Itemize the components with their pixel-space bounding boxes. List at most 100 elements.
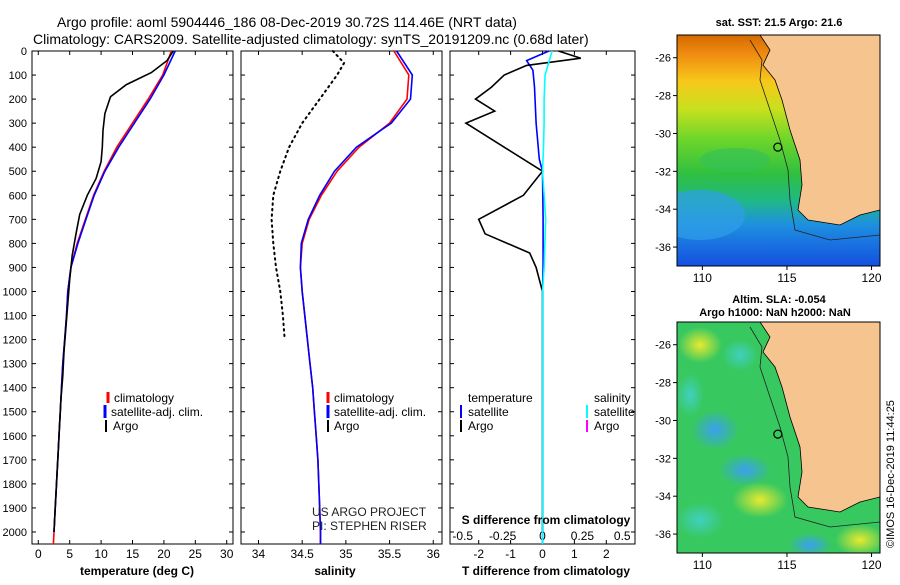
credit-line-1: US ARGO PROJECT bbox=[312, 505, 427, 519]
temperature-x-tick-label: 30 bbox=[220, 547, 234, 561]
temperature-series-climatology bbox=[52, 50, 173, 545]
sla-low-blob-2 bbox=[691, 410, 739, 450]
depth-tick-label: 800 bbox=[9, 238, 27, 250]
temperature-legend: climatology satellite-adj. clim. Argo bbox=[103, 391, 203, 433]
salinity-x-tick-label: 35 bbox=[339, 547, 353, 561]
difference-series-t-argo bbox=[464, 50, 582, 532]
depth-tick-label: 0 bbox=[21, 46, 27, 58]
diff-legend-temperature-title: temperature bbox=[468, 391, 533, 405]
sst-isobath bbox=[749, 39, 880, 241]
sla-low-blob-3 bbox=[677, 373, 704, 417]
temperature-x-tick-label: 5 bbox=[66, 547, 73, 561]
sla-map-title: Altim. SLA: -0.054 bbox=[732, 294, 826, 306]
sla_map-y-tick-label: -32 bbox=[655, 453, 671, 465]
sst_map-x-tick-label: 120 bbox=[862, 271, 882, 285]
depth-tick-label: 2000 bbox=[3, 527, 27, 539]
sla_map-x-tick-label: 120 bbox=[862, 558, 882, 572]
difference-legend: temperature satellite Argo salinity sate… bbox=[460, 391, 635, 433]
sal-legend-climatology-label: climatology bbox=[334, 391, 394, 405]
sst_map-y-tick-label: -32 bbox=[655, 166, 671, 178]
sla-map-frame bbox=[676, 321, 881, 554]
difference-x-tick-label: -2 bbox=[473, 547, 484, 561]
salinity-panel-frame bbox=[240, 50, 443, 545]
difference-x-tick-label: -1 bbox=[505, 547, 516, 561]
sla_map-y-tick-label: -26 bbox=[655, 340, 671, 352]
sla_map-y-tick-label: -36 bbox=[655, 529, 671, 541]
salinity-x-tick-label: 34.5 bbox=[290, 547, 314, 561]
difference-xlabel: T difference from climatology bbox=[462, 564, 630, 578]
profile-series bbox=[52, 50, 582, 545]
sla-profile-marker bbox=[773, 429, 783, 439]
diff-legend-s-argo-label: Argo bbox=[594, 419, 620, 433]
depth-tick-label: 100 bbox=[9, 70, 27, 82]
sla_map-x-tick-label: 115 bbox=[777, 558, 796, 572]
temperature-x-tick-label: 10 bbox=[94, 547, 108, 561]
difference-x-tick-label: 0 bbox=[539, 547, 546, 561]
depth-tick-label: 200 bbox=[9, 94, 27, 106]
temperature-x-tick-label: 0 bbox=[35, 547, 42, 561]
salinity-x-tick-label: 35.5 bbox=[378, 547, 402, 561]
difference-x-tick-label: 2 bbox=[603, 547, 610, 561]
depth-tick-label: 600 bbox=[9, 190, 27, 202]
sst-profile-marker bbox=[773, 142, 783, 152]
sst_map-y-tick-label: -34 bbox=[655, 204, 671, 216]
depth-tick-label: 1500 bbox=[3, 407, 27, 419]
depth-tick-label: 1100 bbox=[3, 311, 27, 323]
sst_map-y-tick-label: -30 bbox=[655, 128, 671, 140]
temperature-series-satellite-adj-clim- bbox=[53, 50, 176, 533]
temperature-x-tick-label: 15 bbox=[126, 547, 140, 561]
temperature-x-tick-label: 20 bbox=[157, 547, 171, 561]
salinity-series-climatology bbox=[299, 50, 410, 544]
diff-legend-salinity-title: salinity bbox=[594, 391, 631, 405]
depth-tick-label: 1200 bbox=[3, 335, 27, 347]
temperature-series-argo bbox=[53, 50, 174, 533]
sst-cool-patch bbox=[677, 190, 745, 240]
salinity-legend: climatology satellite-adj. clim. Argo bbox=[326, 391, 426, 433]
depth-tick-label: 500 bbox=[9, 166, 27, 178]
depth-tick-label: 1400 bbox=[3, 383, 27, 395]
difference-x2-tick-label: 0.25 bbox=[571, 529, 595, 543]
x-axes: 0 5 10 15 20 25 30 34 34.5 35 35.5 36 -2 -1 0 1 2 -0.5 -0.… bbox=[35, 51, 631, 561]
diff-legend-t-argo-label: Argo bbox=[468, 419, 494, 433]
sla-low-blob-6 bbox=[788, 533, 832, 553]
sla-low-blob-1 bbox=[722, 339, 758, 371]
temperature-x-tick-label: 25 bbox=[189, 547, 203, 561]
sla-low-blob-5 bbox=[677, 502, 724, 538]
sst_map-x-tick-label: 115 bbox=[777, 271, 796, 285]
sla-map-subtitle: Argo h1000: NaN h2000: NaN bbox=[699, 307, 851, 319]
sst-land-australia bbox=[759, 35, 880, 226]
difference-x-tick-label: 1 bbox=[571, 547, 578, 561]
sst_map-y-tick-label: -26 bbox=[655, 53, 671, 65]
difference-series-t-satellite bbox=[525, 50, 550, 544]
depth-tick-label: 700 bbox=[9, 214, 27, 226]
sla_map-y-tick-label: -28 bbox=[655, 378, 671, 390]
legend-satellite-label: satellite-adj. clim. bbox=[111, 405, 203, 419]
figure-title-line-1: Argo profile: aoml 5904446_186 08-Dec-20… bbox=[57, 14, 517, 30]
sst-map-title: sat. SST: 21.5 Argo: 21.6 bbox=[716, 17, 843, 29]
salinity-series-argo bbox=[270, 50, 346, 341]
depth-tick-label: 900 bbox=[9, 262, 27, 274]
imos-timestamp: ©IMOS 16-Dec-2019 11:44:25 bbox=[885, 400, 897, 548]
figure-title-line-2: Climatology: CARS2009. Satellite-adjuste… bbox=[33, 31, 589, 47]
sst-map bbox=[677, 35, 880, 266]
depth-tick-label: 300 bbox=[9, 118, 27, 130]
sla-high-blob-1 bbox=[678, 327, 722, 363]
depth-tick-label: 400 bbox=[9, 142, 27, 154]
credit-line-2: PI: STEPHEN RISER bbox=[312, 519, 427, 533]
sst_map-x-tick-label: 110 bbox=[693, 271, 712, 285]
difference-series-s-satellite bbox=[541, 50, 553, 544]
salinity-xlabel: salinity bbox=[314, 564, 356, 578]
diff-legend-t-satellite-label: satellite bbox=[468, 405, 509, 419]
diff-legend-s-satellite-label: satellite bbox=[594, 405, 635, 419]
depth-tick-label: 1000 bbox=[3, 286, 27, 298]
salinity-x-tick-label: 34 bbox=[252, 547, 266, 561]
legend-climatology-label: climatology bbox=[114, 391, 174, 405]
depth-tick-label: 1700 bbox=[3, 455, 27, 467]
sal-legend-argo-label: Argo bbox=[334, 419, 360, 433]
sla_map-x-tick-label: 110 bbox=[693, 558, 712, 572]
sla-high-blob-2 bbox=[732, 482, 788, 518]
sst_map-y-tick-label: -36 bbox=[655, 242, 671, 254]
depth-tick-label: 1300 bbox=[3, 359, 27, 371]
